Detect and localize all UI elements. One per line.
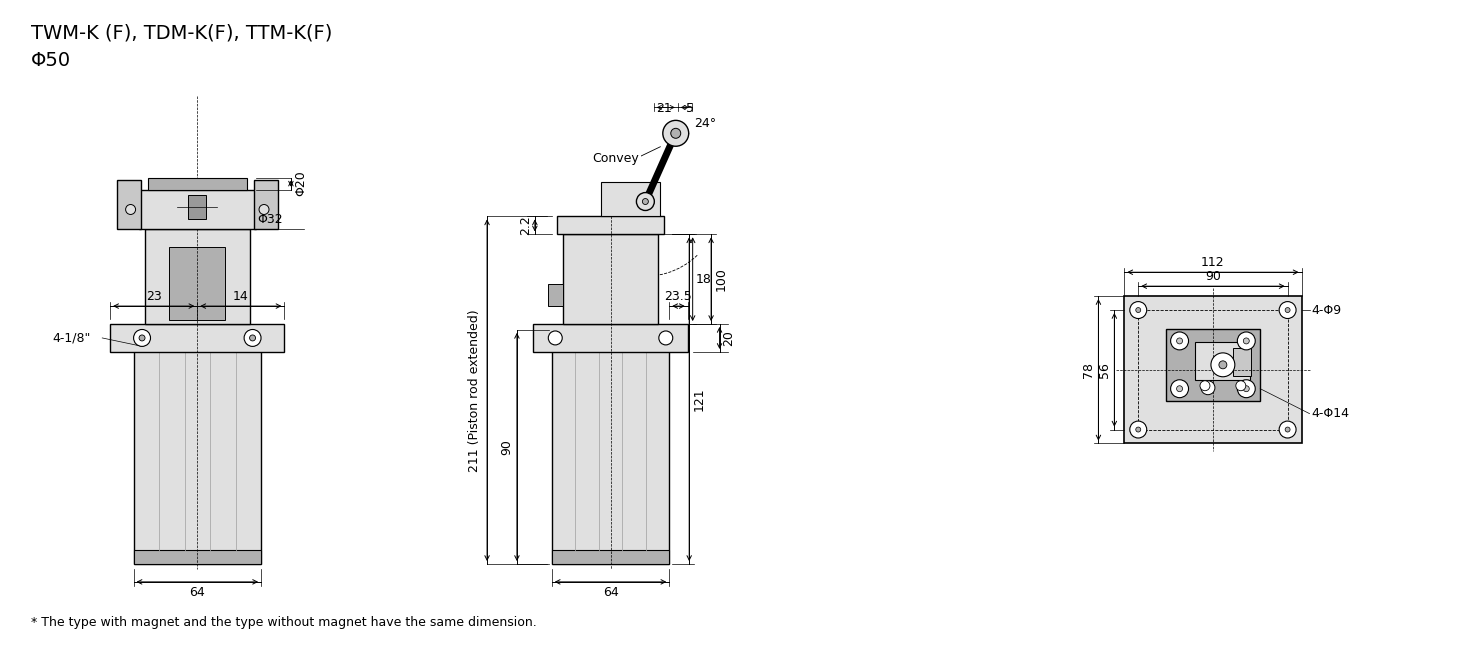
Bar — [133, 330, 261, 340]
Circle shape — [671, 128, 680, 138]
Circle shape — [1211, 353, 1234, 377]
Bar — [563, 234, 658, 324]
Circle shape — [1237, 332, 1255, 350]
Bar — [133, 330, 261, 564]
Circle shape — [259, 204, 268, 214]
Circle shape — [1280, 302, 1296, 318]
Text: 4-1/8": 4-1/8" — [53, 331, 91, 344]
Text: * The type with magnet and the type without magnet have the same dimension.: * The type with magnet and the type with… — [31, 616, 537, 629]
Circle shape — [1236, 380, 1246, 391]
Circle shape — [1177, 386, 1183, 391]
Bar — [557, 217, 664, 234]
Circle shape — [642, 199, 648, 204]
Text: 4-Φ14: 4-Φ14 — [1312, 407, 1350, 420]
Bar — [551, 330, 670, 564]
Text: Convey: Convey — [592, 152, 639, 165]
Text: 20: 20 — [723, 330, 736, 346]
Circle shape — [1130, 302, 1146, 318]
Text: 211 (Piston rod extended): 211 (Piston rod extended) — [468, 309, 481, 472]
Circle shape — [1286, 427, 1290, 432]
Circle shape — [636, 193, 654, 210]
Text: 112: 112 — [1201, 256, 1224, 269]
Text: 24°: 24° — [693, 117, 715, 130]
Text: Φ50: Φ50 — [31, 51, 72, 70]
Circle shape — [1280, 421, 1296, 438]
Text: 56: 56 — [1098, 362, 1111, 378]
Text: 90: 90 — [500, 439, 513, 455]
Bar — [534, 324, 688, 352]
Text: 121: 121 — [693, 388, 707, 411]
Circle shape — [1243, 386, 1249, 391]
Circle shape — [1237, 380, 1255, 398]
Text: 5: 5 — [686, 102, 693, 115]
Text: 23.5: 23.5 — [664, 290, 692, 303]
Text: 2.2: 2.2 — [519, 215, 532, 236]
Bar — [1138, 310, 1287, 430]
Bar — [548, 284, 563, 306]
Text: 4-Φ9: 4-Φ9 — [1312, 303, 1341, 316]
Bar — [188, 195, 207, 219]
Bar — [551, 330, 670, 340]
Circle shape — [1171, 380, 1189, 398]
Circle shape — [1201, 380, 1209, 391]
Text: 23: 23 — [147, 290, 161, 303]
Circle shape — [658, 331, 673, 345]
Text: 21: 21 — [655, 102, 671, 115]
Circle shape — [1171, 332, 1189, 350]
Text: 78: 78 — [1082, 362, 1095, 378]
Bar — [148, 178, 248, 190]
Bar — [601, 182, 660, 217]
Circle shape — [126, 204, 135, 214]
Circle shape — [1218, 361, 1227, 369]
Bar — [1124, 296, 1302, 443]
Text: TWM-K (F), TDM-K(F), TTM-K(F): TWM-K (F), TDM-K(F), TTM-K(F) — [31, 23, 333, 42]
Circle shape — [1136, 307, 1141, 313]
Text: 64: 64 — [189, 586, 205, 599]
Text: 100: 100 — [715, 267, 729, 291]
Text: 18: 18 — [696, 272, 711, 286]
Bar — [145, 230, 249, 324]
Bar — [170, 247, 226, 320]
Circle shape — [1201, 380, 1215, 395]
Text: Φ20: Φ20 — [293, 171, 306, 197]
Text: 14: 14 — [233, 290, 249, 303]
Circle shape — [245, 329, 261, 346]
Bar — [110, 324, 284, 352]
Text: 90: 90 — [1205, 270, 1221, 283]
Bar — [1233, 348, 1250, 376]
Bar — [1195, 342, 1250, 380]
Circle shape — [1130, 421, 1146, 438]
Text: Φ32: Φ32 — [258, 214, 283, 226]
Bar — [139, 190, 257, 230]
Bar — [1165, 329, 1261, 400]
Circle shape — [139, 335, 145, 341]
Bar — [551, 550, 670, 564]
Circle shape — [133, 329, 151, 346]
Text: 64: 64 — [603, 586, 619, 599]
Bar — [117, 180, 141, 230]
Circle shape — [1136, 427, 1141, 432]
Bar — [133, 550, 261, 564]
Circle shape — [1177, 338, 1183, 344]
Circle shape — [1286, 307, 1290, 313]
Circle shape — [663, 120, 689, 146]
Circle shape — [249, 335, 255, 341]
Circle shape — [548, 331, 563, 345]
Bar — [254, 180, 279, 230]
Circle shape — [1243, 338, 1249, 344]
